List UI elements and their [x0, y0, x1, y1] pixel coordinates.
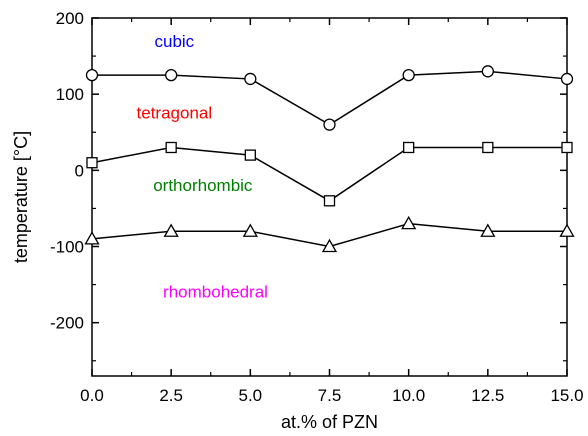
- x-tick-label: 5.0: [239, 386, 263, 405]
- y-tick-label: 100: [56, 85, 84, 104]
- data-point-circle: [481, 65, 494, 78]
- data-point-square: [165, 141, 177, 154]
- phase-label: tetragonal: [137, 104, 213, 123]
- series-layer: [84, 65, 575, 253]
- data-point-circle: [323, 118, 336, 131]
- y-tick-label: -100: [50, 238, 84, 257]
- x-axis-title: at.% of PZN: [281, 412, 378, 432]
- data-point-square: [323, 195, 336, 207]
- y-tick-label: -200: [50, 314, 84, 333]
- data-point-square: [561, 141, 573, 154]
- x-tick-label: 0.0: [80, 386, 104, 405]
- data-point-square: [482, 141, 494, 154]
- data-point-square: [86, 157, 98, 169]
- series-square: [86, 141, 573, 207]
- data-point-triangle: [84, 231, 100, 245]
- phase-label: cubic: [154, 32, 194, 51]
- data-point-triangle: [163, 223, 179, 237]
- data-point-square: [403, 141, 415, 154]
- data-point-triangle: [242, 223, 258, 237]
- x-axis: 0.0 2.5 5.0 7.5 10.0 12.5 15.0: [80, 18, 584, 405]
- x-tick-label: 12.5: [471, 386, 504, 405]
- x-tick-label: 2.5: [159, 386, 183, 405]
- data-point-circle: [402, 68, 415, 82]
- y-tick-label: 200: [56, 9, 84, 28]
- data-point-triangle: [559, 223, 575, 237]
- phase-label: orthorhombic: [153, 176, 253, 195]
- y-axis: -200 -100 0 100 200: [50, 9, 567, 362]
- data-point-square: [244, 149, 256, 161]
- phase-labels: cubic tetragonal orthorhombic rhombohedral: [137, 32, 268, 302]
- data-point-triangle: [480, 223, 496, 237]
- data-point-circle: [165, 68, 178, 82]
- data-point-circle: [85, 68, 99, 82]
- data-point-triangle: [401, 215, 417, 230]
- series-triangle: [84, 215, 575, 253]
- y-axis-title: temperature [°C]: [11, 131, 31, 263]
- data-point-circle: [244, 72, 257, 86]
- y-tick-label: 0: [75, 161, 84, 180]
- x-tick-label: 15.0: [550, 386, 583, 405]
- x-tick-label: 7.5: [318, 386, 342, 405]
- phase-label: rhombohedral: [163, 283, 268, 302]
- x-tick-label: 10.0: [392, 386, 425, 405]
- data-point-circle: [560, 72, 574, 86]
- series-circle: [85, 65, 574, 131]
- data-point-triangle: [321, 238, 338, 253]
